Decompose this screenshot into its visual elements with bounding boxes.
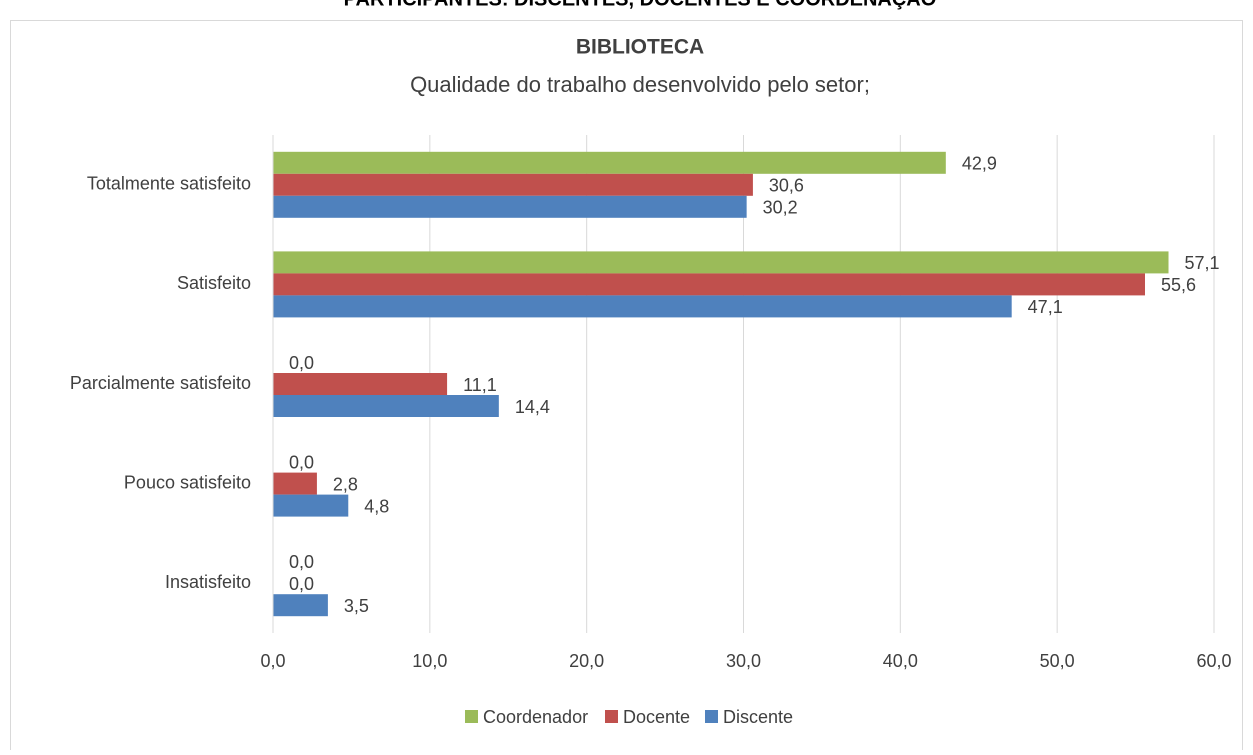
y-tick-label: Satisfeito xyxy=(177,273,251,293)
x-tick-label: 30,0 xyxy=(726,651,761,671)
y-tick-label: Pouco satisfeito xyxy=(124,472,251,492)
chart-frame xyxy=(10,20,1243,755)
x-tick-label: 50,0 xyxy=(1040,651,1075,671)
bar xyxy=(273,195,747,218)
data-label: 47,1 xyxy=(1028,297,1063,317)
legend-label: Discente xyxy=(723,707,793,727)
bar xyxy=(273,594,328,617)
data-label: 42,9 xyxy=(962,154,997,174)
data-label: 57,1 xyxy=(1185,253,1220,273)
data-label: 55,6 xyxy=(1161,275,1196,295)
x-tick-label: 0,0 xyxy=(260,651,285,671)
bar xyxy=(273,251,1169,274)
data-label: 11,1 xyxy=(463,375,497,395)
bar xyxy=(273,472,317,495)
data-label: 30,6 xyxy=(769,176,804,196)
page-header: PARTICIPANTES: DISCENTES, DOCENTES E COO… xyxy=(344,0,937,10)
x-tick-label: 10,0 xyxy=(412,651,447,671)
data-label: 0,0 xyxy=(289,452,314,472)
bar xyxy=(273,395,499,417)
legend-label: Coordenador xyxy=(483,707,588,727)
legend-swatch xyxy=(465,710,478,723)
chart-subtitle: Qualidade do trabalho desenvolvido pelo … xyxy=(410,72,870,97)
data-label: 0,0 xyxy=(289,353,314,373)
data-label: 0,0 xyxy=(289,574,314,594)
chart-title: BIBLIOTECA xyxy=(576,36,704,59)
bar xyxy=(273,273,1145,296)
bar xyxy=(273,494,349,517)
y-tick-label: Parcialmente satisfeito xyxy=(70,373,251,393)
data-label: 14,4 xyxy=(515,397,550,417)
x-tick-label: 20,0 xyxy=(569,651,604,671)
data-label: 3,5 xyxy=(344,596,369,616)
y-tick-label: Totalmente satisfeito xyxy=(87,174,251,194)
bar xyxy=(273,295,1012,318)
x-tick-label: 40,0 xyxy=(883,651,918,671)
bar xyxy=(273,151,946,174)
bar xyxy=(273,373,448,395)
data-label: 2,8 xyxy=(333,474,358,494)
legend-swatch xyxy=(605,710,618,723)
data-label: 4,8 xyxy=(364,496,389,516)
legend-label: Docente xyxy=(623,707,690,727)
bar xyxy=(273,173,753,196)
legend-swatch xyxy=(705,710,718,723)
y-tick-label: Insatisfeito xyxy=(165,572,251,592)
data-label: 0,0 xyxy=(289,552,314,572)
x-tick-label: 60,0 xyxy=(1196,651,1231,671)
data-label: 30,2 xyxy=(763,198,798,218)
